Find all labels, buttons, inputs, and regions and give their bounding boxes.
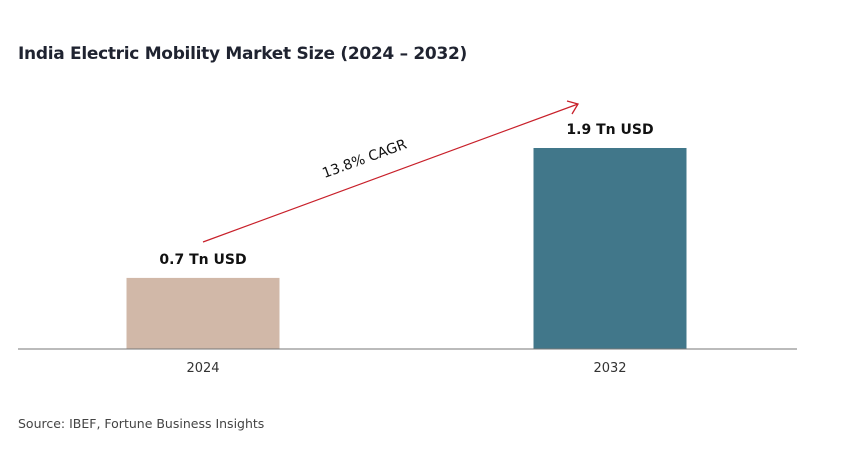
cagr-label: 13.8% CAGR (320, 136, 409, 181)
chart-title: India Electric Mobility Market Size (202… (18, 44, 467, 64)
bar-2024 (126, 277, 280, 349)
data-label-2024: 0.7 Tn USD (159, 252, 246, 268)
bar-2032 (533, 148, 687, 349)
cagr-arrow-line (202, 103, 579, 243)
source-note: Source: IBEF, Fortune Business Insights (18, 416, 265, 431)
x-tick-label-2032: 2032 (593, 361, 626, 376)
data-label-2032: 1.9 Tn USD (566, 122, 653, 138)
x-tick-label-2024: 2024 (186, 361, 219, 376)
cagr-arrowhead-icon (566, 100, 579, 115)
